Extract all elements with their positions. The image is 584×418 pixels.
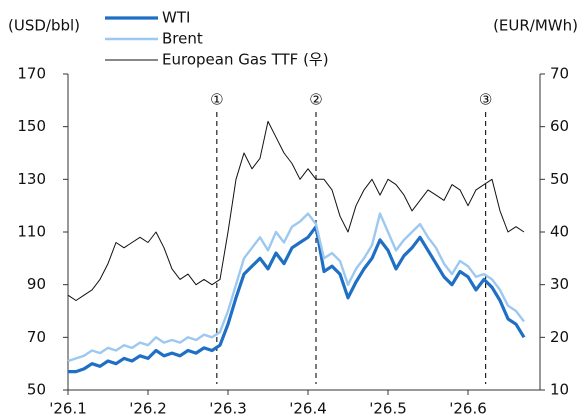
y-tick-label: 170 — [17, 65, 46, 83]
y2-tick-label: 10 — [550, 381, 569, 399]
y2-tick-label: 30 — [550, 275, 569, 293]
series-line — [67, 120, 525, 301]
legend-label: WTI — [162, 9, 190, 27]
series-line — [68, 225, 526, 374]
y2-tick-label: 20 — [550, 328, 569, 346]
y-axis-label: (USD/bbl) — [8, 17, 80, 35]
x-tick-label: '26.3 — [209, 400, 247, 418]
annotation-label: ③ — [479, 91, 492, 109]
x-tick-label: '26.6 — [449, 400, 487, 418]
x-tick-label: '26.5 — [369, 400, 407, 418]
y-tick-label: 70 — [27, 328, 46, 346]
y2-tick-label: 60 — [550, 117, 569, 135]
y-tick-label: 110 — [17, 223, 46, 241]
y2-tick-label: 50 — [550, 170, 569, 188]
annotation-label: ① — [210, 91, 223, 109]
y-tick-label: 150 — [17, 117, 46, 135]
annotation-label: ② — [309, 91, 322, 109]
y2-axis-label: (EUR/MWh) — [493, 17, 578, 35]
series-line — [67, 212, 525, 363]
x-tick-label: '26.4 — [289, 400, 327, 418]
y2-tick-label: 40 — [550, 223, 569, 241]
x-tick-label: '26.1 — [49, 400, 87, 418]
y-tick-label: 130 — [17, 170, 46, 188]
y2-tick-label: 70 — [550, 65, 569, 83]
y-tick-label: 90 — [27, 275, 46, 293]
legend-label: Brent — [162, 30, 203, 48]
legend-label: European Gas TTF (우) — [162, 51, 329, 69]
y-tick-label: 50 — [27, 381, 46, 399]
x-tick-label: '26.2 — [129, 400, 167, 418]
